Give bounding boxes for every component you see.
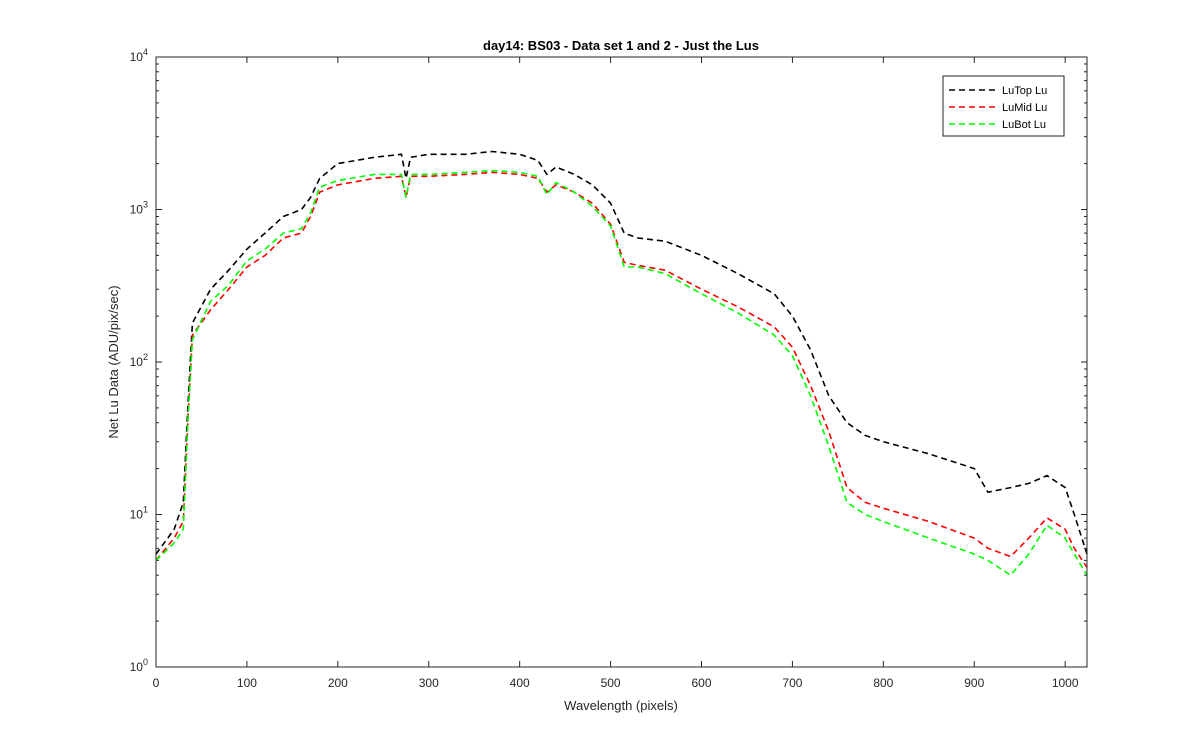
series-lines	[155, 150, 1088, 577]
x-tick-label: 700	[782, 676, 802, 690]
y-tick-label: 100	[130, 657, 148, 674]
x-tick-label: 0	[153, 676, 160, 690]
y-axis-label: Net Lu Data (ADU/pix/sec)	[106, 285, 121, 438]
legend-label-lumid: LuMid Lu	[1002, 102, 1047, 114]
legend-label-lutop: LuTop Lu	[1002, 85, 1047, 97]
x-tick-label: 800	[873, 676, 893, 690]
x-tick-label: 200	[328, 676, 348, 690]
series-line-lubot	[155, 169, 1088, 577]
x-tick-label: 300	[419, 676, 439, 690]
series-line-lumid	[155, 171, 1088, 568]
y-tick-label: 102	[130, 352, 148, 369]
chart-title: day14: BS03 - Data set 1 and 2 - Just th…	[483, 38, 759, 53]
x-tick-labels: 0 100 200 300 400 500 600 700 800 900 1000	[153, 676, 1079, 690]
x-tick-label: 400	[510, 676, 530, 690]
x-tick-label: 500	[601, 676, 621, 690]
plot-area-frame	[155, 56, 1088, 668]
x-axis-label: Wavelength (pixels)	[564, 698, 678, 713]
plot-area-background	[156, 57, 1087, 667]
x-tick-label: 600	[691, 676, 711, 690]
series-line-lutop	[155, 150, 1088, 555]
y-tick-label: 104	[130, 47, 148, 64]
y-tick-label: 103	[130, 200, 148, 217]
legend-label-lubot: LuBot Lu	[1002, 119, 1046, 131]
x-tick-label: 1000	[1052, 676, 1079, 690]
x-tick-label: 100	[237, 676, 257, 690]
x-tick-label: 900	[964, 676, 984, 690]
y-tick-label: 101	[130, 505, 148, 522]
y-tick-labels: 100 101 102 103 104	[130, 47, 148, 674]
legend: LuTop Lu LuMid Lu LuBot Lu	[942, 75, 1065, 137]
legend-box	[942, 75, 1065, 137]
